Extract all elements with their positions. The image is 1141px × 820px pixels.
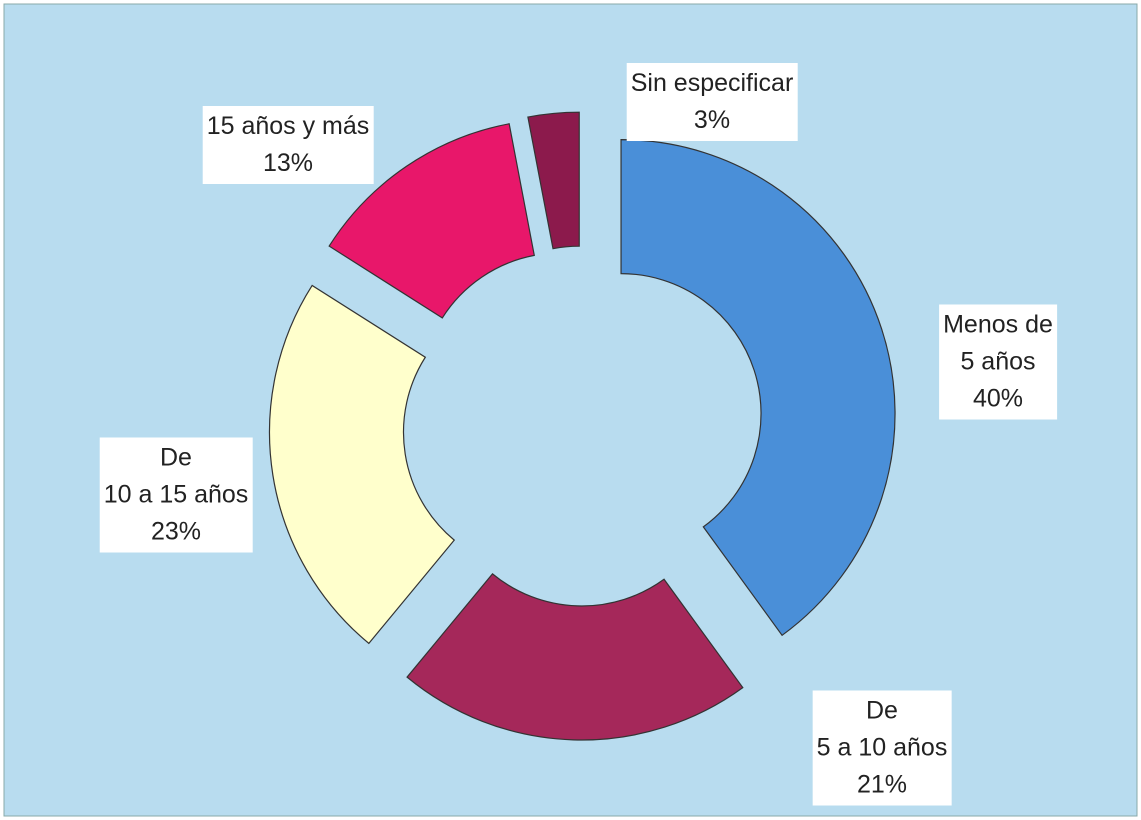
category-label: 15 años y más xyxy=(206,112,370,140)
value-label: 13% xyxy=(262,149,314,177)
donut-slice xyxy=(527,111,580,250)
value-label: 40% xyxy=(972,384,1024,413)
value-label: 3% xyxy=(693,106,731,134)
slice-label: 15 años y más 13% xyxy=(202,106,374,184)
slice-label: De 5 a 10 años 21% xyxy=(812,690,952,806)
slice-label: De 10 a 15 años 23% xyxy=(99,437,253,553)
donut-slice xyxy=(620,139,896,637)
category-label: De 10 a 15 años xyxy=(103,443,249,509)
slice-label: Menos de 5 años 40% xyxy=(939,304,1057,420)
donut-slice xyxy=(268,284,456,645)
value-label: 21% xyxy=(856,770,908,799)
category-label: Sin especificar xyxy=(630,69,794,97)
category-label: De 5 a 10 años xyxy=(816,696,948,762)
donut-slice xyxy=(406,573,744,741)
value-label: 23% xyxy=(150,517,202,546)
slice-label: Sin especificar 3% xyxy=(626,63,798,141)
donut-slice xyxy=(328,123,535,319)
category-label: Menos de 5 años xyxy=(943,310,1053,376)
